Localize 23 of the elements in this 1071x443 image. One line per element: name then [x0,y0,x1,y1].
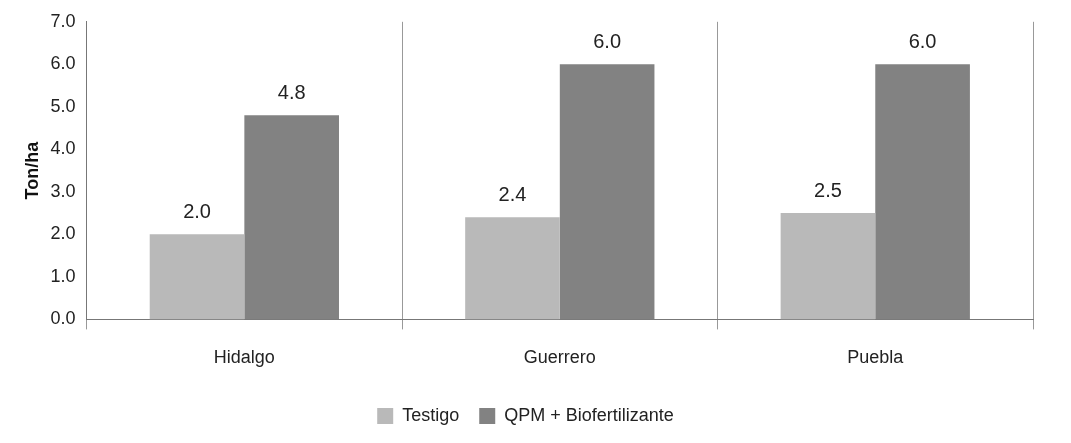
data-label: 6.0 [908,29,937,52]
data-label: 4.8 [277,80,306,103]
data-label: 2.5 [814,178,842,201]
y-tick-label: 6.0 [50,53,76,74]
x-tick-label: Hidalgo [213,347,275,368]
y-tick-label: 2.0 [50,223,76,244]
y-tick-label: 4.0 [50,138,76,159]
y-tick-label: 7.0 [50,10,76,31]
bar [465,217,560,320]
y-tick-label: 0.0 [50,308,76,329]
y-tick-label: 5.0 [50,95,76,116]
x-tick-label: Guerrero [523,347,596,368]
bar [780,213,876,320]
legend-label: Testigo [402,404,460,425]
bar [149,234,245,320]
y-tick-label: 1.0 [50,265,76,286]
data-label: 2.4 [498,182,527,205]
legend-label: QPM + Biofertilizante [504,404,674,425]
data-label: 6.0 [593,29,622,52]
y-tick-label: 3.0 [50,180,76,201]
data-label: 2.0 [183,199,211,222]
x-tick-label: Puebla [847,347,905,368]
y-axis-title: Ton/ha [21,140,42,200]
